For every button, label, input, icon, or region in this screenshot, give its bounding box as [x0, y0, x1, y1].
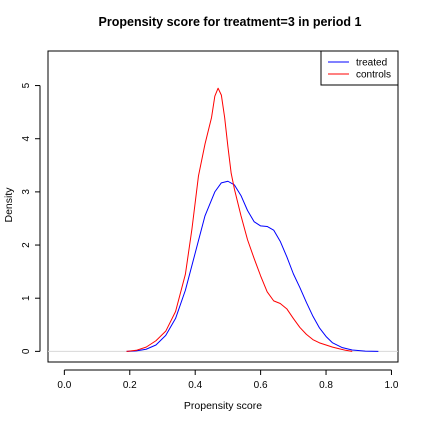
y-tick-label: 0: [21, 348, 32, 354]
legend-label-controls: controls: [356, 70, 391, 81]
x-tick-label: 0.0: [57, 380, 71, 391]
x-tick-label: 0.2: [123, 380, 137, 391]
x-tick-label: 0.4: [188, 380, 202, 391]
y-tick-label: 5: [21, 82, 32, 88]
y-tick-label: 4: [21, 135, 32, 141]
series-line-controls: [126, 87, 353, 352]
legend-label-treated: treated: [356, 58, 387, 69]
x-tick-label: 1.0: [385, 380, 399, 391]
x-axis-title: Propensity score: [184, 400, 262, 412]
x-axis: 0.0 0.2 0.4 0.6 0.8 1.0: [57, 369, 399, 391]
plot-area: [47, 50, 399, 363]
plot-frame: [47, 50, 399, 363]
series-line-treated: [126, 180, 379, 352]
y-axis-title: Density: [3, 187, 15, 223]
y-tick-label: 3: [21, 189, 32, 195]
x-tick-label: 0.6: [254, 380, 268, 391]
y-tick-label: 1: [21, 295, 32, 301]
x-tick-label: 0.8: [319, 380, 333, 391]
chart-title: Propensity score for treatment=3 in peri…: [99, 15, 362, 29]
y-axis: 0 1 2 3 4 5: [21, 82, 41, 354]
y-tick-label: 2: [21, 242, 32, 248]
legend-box: [320, 50, 399, 86]
